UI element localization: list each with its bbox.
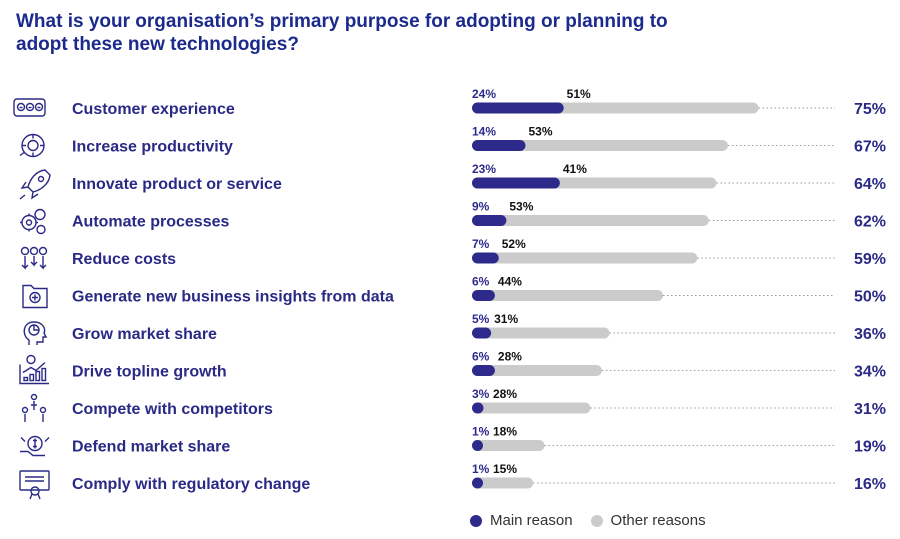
bar-other xyxy=(472,252,698,264)
bar-main xyxy=(472,365,495,376)
data-label-other: 41% xyxy=(563,162,587,176)
data-label-other: 31% xyxy=(494,312,518,326)
data-label-main: 6% xyxy=(472,350,490,364)
bar-main xyxy=(472,402,484,414)
data-label-other: 28% xyxy=(493,387,517,401)
legend: Main reason Other reasons xyxy=(470,512,724,529)
shield-hand-icon xyxy=(20,435,50,457)
bar-other xyxy=(472,365,602,376)
category-label: Generate new business insights from data xyxy=(72,289,394,306)
category-label: Automate processes xyxy=(72,214,229,231)
head-chart-icon xyxy=(23,321,48,345)
data-label-main: 5% xyxy=(472,312,490,326)
total-label: 64% xyxy=(854,176,886,193)
bar-main xyxy=(472,102,564,114)
category-label: Increase productivity xyxy=(72,139,233,156)
bar-main xyxy=(472,440,483,451)
data-label-main: 7% xyxy=(472,237,490,251)
bar-other xyxy=(472,440,545,451)
legend-item-other: Other reasons xyxy=(590,512,706,529)
data-label-other: 44% xyxy=(498,275,522,289)
gears-icon xyxy=(20,208,46,235)
coins-arrows-icon xyxy=(20,246,48,270)
category-label: Customer experience xyxy=(72,101,235,118)
data-label-main: 23% xyxy=(472,162,496,176)
category-label: Reduce costs xyxy=(72,251,176,268)
certificate-icon xyxy=(19,470,50,500)
category-label: Comply with regulatory change xyxy=(72,476,310,493)
bar-main xyxy=(472,215,507,226)
data-label-other: 53% xyxy=(509,200,533,214)
legend-other-swatch xyxy=(590,514,603,527)
total-label: 62% xyxy=(854,214,886,231)
data-label-other: 15% xyxy=(493,462,517,476)
total-label: 75% xyxy=(854,101,886,118)
data-label-other: 53% xyxy=(528,125,552,139)
data-label-main: 9% xyxy=(472,200,490,214)
customer-faces-icon xyxy=(13,98,46,117)
category-label: Innovate product or service xyxy=(72,176,282,193)
bar-other xyxy=(472,327,610,339)
total-label: 34% xyxy=(854,364,886,381)
bar-main xyxy=(472,290,495,301)
data-label-main: 1% xyxy=(472,425,490,439)
legend-main-label: Main reason xyxy=(490,512,573,529)
category-label: Drive topline growth xyxy=(72,364,227,381)
bar-main xyxy=(472,140,526,151)
category-label: Grow market share xyxy=(72,326,217,343)
growth-chart-icon xyxy=(19,354,49,385)
bar-main xyxy=(472,177,560,189)
bar-other xyxy=(472,290,663,301)
clock-gear-icon xyxy=(19,133,45,158)
data-label-main: 1% xyxy=(472,462,490,476)
bar-other xyxy=(472,477,534,489)
folder-plus-icon xyxy=(22,284,48,309)
total-label: 16% xyxy=(854,476,886,493)
legend-main-swatch xyxy=(470,514,482,527)
bar-other xyxy=(472,402,591,414)
bar-other xyxy=(472,215,709,226)
bar-other xyxy=(472,140,728,151)
data-label-other: 51% xyxy=(567,87,591,101)
category-label: Defend market share xyxy=(72,439,230,456)
data-label-other: 28% xyxy=(498,350,522,364)
bar-main xyxy=(472,252,499,264)
legend-item-main: Main reason xyxy=(470,512,573,529)
data-label-main: 6% xyxy=(472,275,490,289)
chart-title: What is your organisation’s primary purp… xyxy=(16,11,668,55)
total-label: 59% xyxy=(854,251,886,268)
total-label: 31% xyxy=(854,401,886,418)
legend-other-label: Other reasons xyxy=(610,512,706,529)
total-label: 67% xyxy=(854,139,886,156)
bar-main xyxy=(472,477,483,489)
total-label: 36% xyxy=(854,326,886,343)
total-label: 50% xyxy=(854,289,886,306)
rocket-icon xyxy=(19,169,51,200)
data-label-main: 3% xyxy=(472,387,490,401)
data-label-main: 24% xyxy=(472,87,496,101)
competitors-icon xyxy=(21,393,47,422)
data-label-main: 14% xyxy=(472,125,496,139)
total-label: 19% xyxy=(854,439,886,456)
data-label-other: 18% xyxy=(493,425,517,439)
bar-main xyxy=(472,327,492,339)
category-label: Compete with competitors xyxy=(72,401,273,418)
data-label-other: 52% xyxy=(502,237,526,251)
